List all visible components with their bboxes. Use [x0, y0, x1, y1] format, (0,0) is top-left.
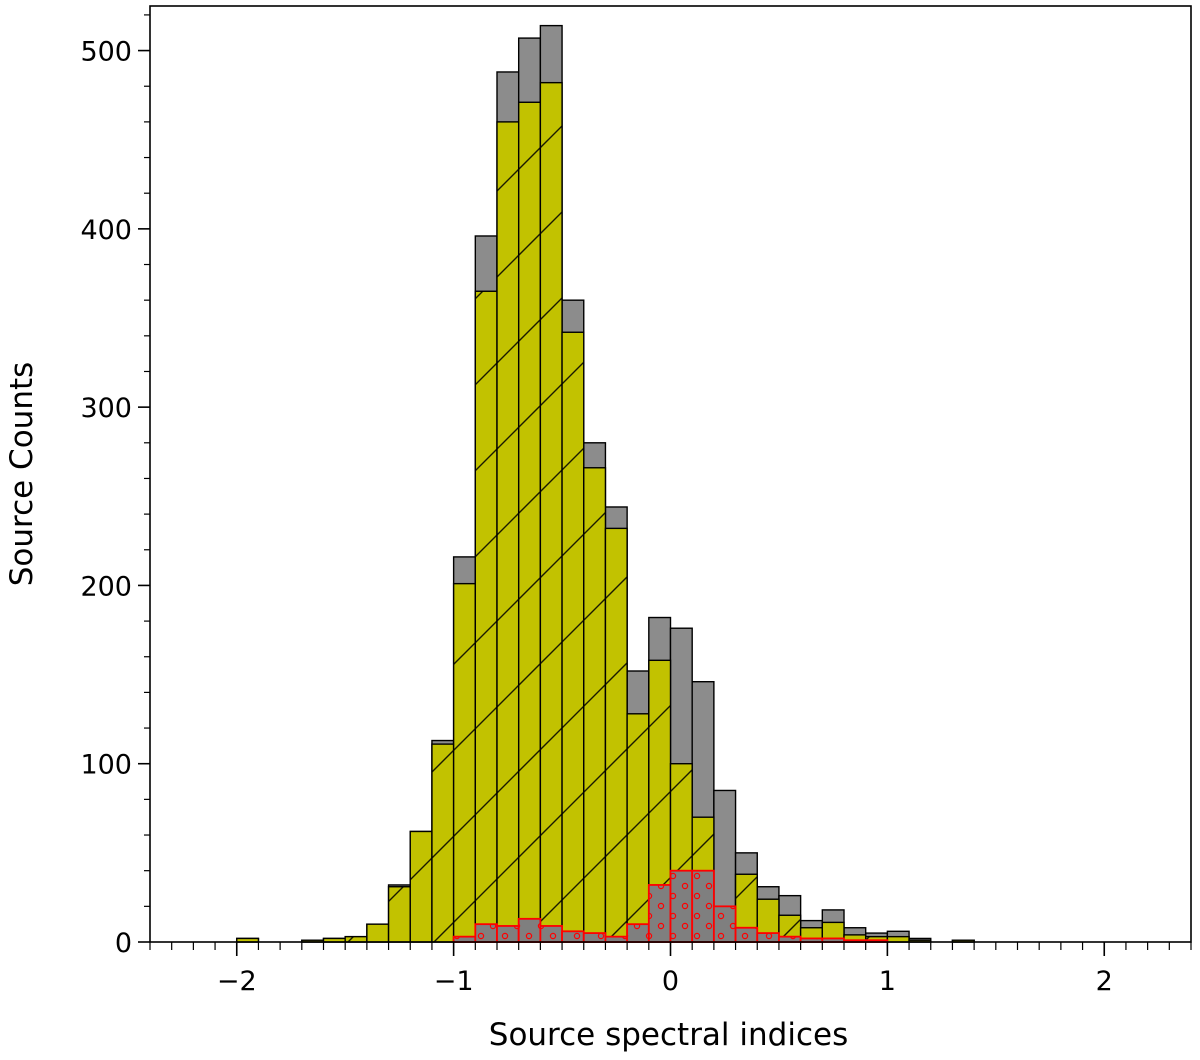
- bar-red-sources-pattern: [647, 884, 672, 943]
- bar-hatched-sources-pattern: [387, 886, 411, 943]
- x-tick-label: 0: [662, 966, 679, 997]
- bar-red-sources-pattern: [452, 935, 477, 943]
- y-tick-label: 0: [115, 928, 132, 959]
- y-tick-label: 500: [80, 37, 132, 68]
- bar-hatched-sources-pattern: [474, 290, 498, 943]
- y-axis-label: Source Counts: [4, 362, 40, 587]
- axis-ticks: −2 −1 0 1 2 0 100 200 300 400 500: [80, 14, 1192, 997]
- bar-hatched-sources-pattern: [604, 527, 628, 943]
- bar-red-sources-pattern: [734, 926, 759, 943]
- x-tick-label: −2: [217, 966, 257, 997]
- y-tick-label: 100: [80, 750, 132, 781]
- bar-hatched-sources-pattern: [626, 713, 650, 943]
- bar-red-sources-pattern: [517, 917, 542, 943]
- bar-hatched-sources-pattern: [409, 830, 433, 943]
- bar-hatched-sources-pattern: [539, 81, 563, 943]
- bar-hatched-sources-pattern: [452, 582, 477, 943]
- bar-red-sources-pattern: [539, 925, 563, 943]
- bar-hatched-sources-pattern: [366, 923, 390, 943]
- bars-red-sources: [452, 869, 889, 943]
- bar-hatched-sources-pattern: [561, 331, 585, 943]
- bar-red-sources-pattern: [582, 932, 607, 943]
- bar-hatched-sources-pattern: [431, 743, 455, 943]
- y-tick-label: 200: [80, 571, 132, 602]
- bar-red-sources-pattern: [712, 905, 737, 943]
- bar-red-sources-pattern: [669, 869, 694, 943]
- bar-hatched-sources-pattern: [583, 467, 607, 943]
- bar-red-sources-pattern: [626, 923, 650, 943]
- bar-hatched-sources-pattern: [886, 935, 910, 943]
- y-tick-label: 300: [80, 393, 132, 424]
- bar-red-sources-pattern: [756, 932, 780, 943]
- bar-red-sources-pattern: [604, 935, 629, 943]
- bar-red-sources-pattern: [778, 935, 802, 943]
- x-tick-label: 2: [1096, 966, 1113, 997]
- x-tick-label: −1: [434, 966, 474, 997]
- bar-hatched-sources-pattern: [496, 121, 520, 943]
- bar-hatched-sources-pattern: [344, 935, 368, 943]
- bar-red-sources-pattern: [691, 869, 715, 943]
- bar-red-sources-pattern: [474, 923, 498, 943]
- x-axis-label: Source spectral indices: [489, 1017, 848, 1053]
- bar-red-sources-pattern: [561, 930, 585, 943]
- bars-hatched-sources: [236, 81, 975, 943]
- bar-hatched-sources-pattern: [517, 101, 542, 943]
- x-tick-label: 1: [879, 966, 896, 997]
- bar-red-sources-pattern: [496, 925, 520, 943]
- y-tick-label: 400: [80, 215, 132, 246]
